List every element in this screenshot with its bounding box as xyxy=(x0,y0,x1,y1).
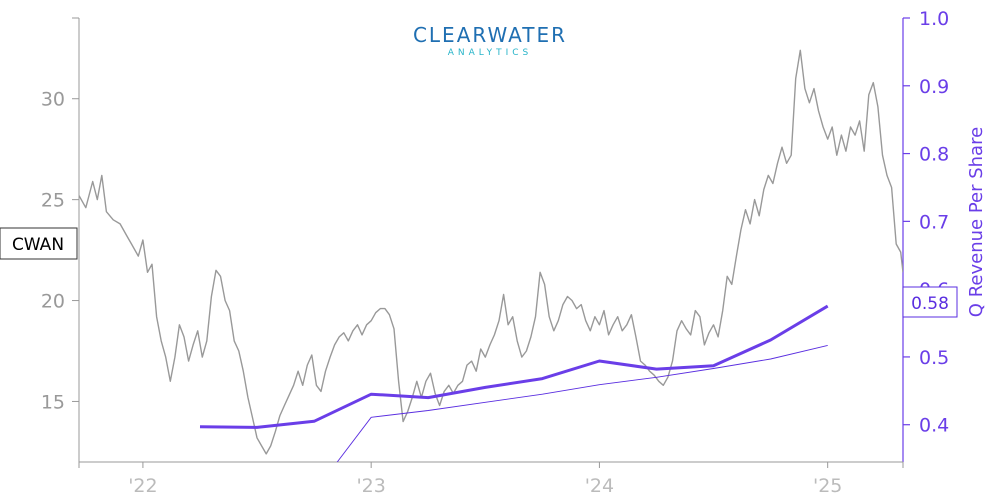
revenue-tick-label: 0.9 xyxy=(919,76,949,98)
time-axis: '22 '23 '24 '25 xyxy=(78,461,904,497)
time-tick-label: '23 xyxy=(356,475,385,497)
time-tick-label: '24 xyxy=(585,475,614,497)
ticker-label-box xyxy=(0,227,78,260)
revenue-line xyxy=(199,304,829,429)
price-tick-label: 30 xyxy=(41,89,65,111)
price-line xyxy=(79,49,903,455)
series-layer xyxy=(79,49,903,462)
price-axis: 15 20 25 30 xyxy=(41,17,80,462)
price-tick-label: 20 xyxy=(41,291,65,313)
logo-tagline: ANALYTICS xyxy=(447,48,533,58)
ticker-label: CWAN xyxy=(12,235,64,255)
revenue-tick-label: 0.4 xyxy=(919,415,949,437)
time-tick-label: '25 xyxy=(813,475,842,497)
revenue-tick-label: 0.7 xyxy=(919,211,949,233)
logo-name: CLEARWATER xyxy=(412,23,568,47)
revenue-axis: 0.40.50.60.70.80.91.0 xyxy=(902,8,949,462)
revenue-tick-label: 1.0 xyxy=(919,8,949,30)
revenue-axis-label: Q Revenue Per Share xyxy=(966,127,987,317)
price-tick-label: 25 xyxy=(41,190,65,212)
brand-logo: CLEARWATER ANALYTICS xyxy=(390,24,590,58)
time-tick-label: '22 xyxy=(128,475,157,497)
revenue-tick-label: 0.5 xyxy=(919,347,949,369)
revenue-tick-label: 0.8 xyxy=(919,144,949,166)
price-tick-label: 15 xyxy=(41,391,65,413)
revenue-trend-line xyxy=(336,344,828,462)
current-revenue-box xyxy=(902,286,958,318)
current-revenue-value: 0.58 xyxy=(911,294,949,314)
